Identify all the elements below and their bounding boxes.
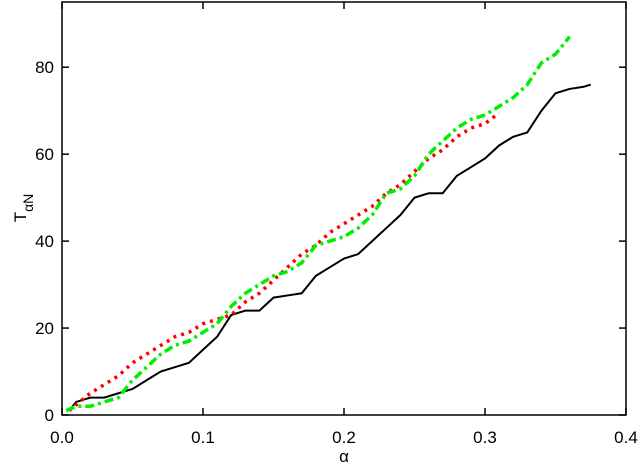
y-tick-label: 80 [35,58,54,77]
y-axis-label-sub: αN [20,194,36,212]
y-axis-label-main: T [11,212,30,222]
y-tick-label: 40 [35,232,54,251]
x-axis-label: α [339,447,349,466]
y-axis-label: TαN [11,194,36,223]
x-tick-label: 0.3 [473,428,497,447]
x-tick-label: 0.1 [191,428,215,447]
x-tick-label: 0.4 [614,428,638,447]
series-line [65,35,571,413]
y-tick-label: 0 [45,406,54,425]
series-line [68,83,592,412]
series-line [67,111,501,413]
y-tick-label: 20 [35,319,54,338]
x-tick-label: 0.2 [332,428,356,447]
x-tick-label: 0.0 [50,428,74,447]
y-tick-label: 60 [35,145,54,164]
